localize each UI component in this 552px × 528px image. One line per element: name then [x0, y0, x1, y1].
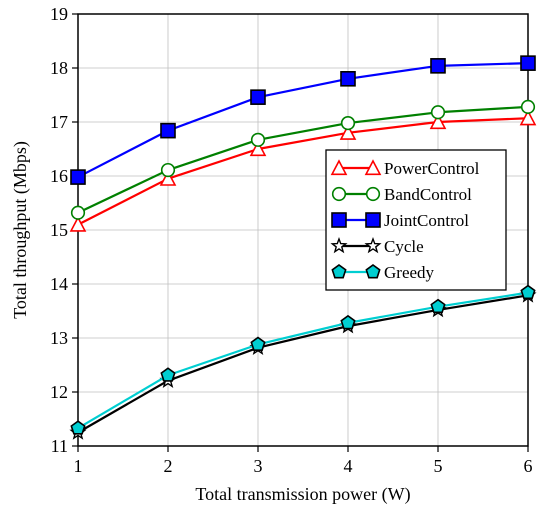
- svg-text:18: 18: [50, 58, 68, 78]
- throughput-chart: 123456111213141516171819Total transmissi…: [0, 0, 552, 528]
- svg-text:4: 4: [344, 456, 353, 476]
- svg-text:1: 1: [74, 456, 83, 476]
- svg-text:13: 13: [50, 328, 68, 348]
- svg-text:12: 12: [50, 382, 68, 402]
- svg-text:Total transmission power (W): Total transmission power (W): [195, 484, 410, 505]
- svg-text:17: 17: [50, 112, 68, 132]
- svg-text:19: 19: [50, 4, 68, 24]
- svg-text:14: 14: [50, 274, 68, 294]
- svg-text:PowerControl: PowerControl: [384, 159, 480, 178]
- svg-text:2: 2: [164, 456, 173, 476]
- svg-text:Cycle: Cycle: [384, 237, 424, 256]
- svg-text:Total throughput (Mbps): Total throughput (Mbps): [10, 141, 31, 319]
- svg-text:BandControl: BandControl: [384, 185, 472, 204]
- svg-text:Greedy: Greedy: [384, 263, 435, 282]
- svg-text:6: 6: [524, 456, 533, 476]
- svg-text:JointControl: JointControl: [384, 211, 469, 230]
- svg-text:15: 15: [50, 220, 68, 240]
- svg-text:5: 5: [434, 456, 443, 476]
- chart-svg: 123456111213141516171819Total transmissi…: [0, 0, 552, 528]
- svg-text:16: 16: [50, 166, 68, 186]
- svg-text:11: 11: [51, 436, 68, 456]
- svg-text:3: 3: [254, 456, 263, 476]
